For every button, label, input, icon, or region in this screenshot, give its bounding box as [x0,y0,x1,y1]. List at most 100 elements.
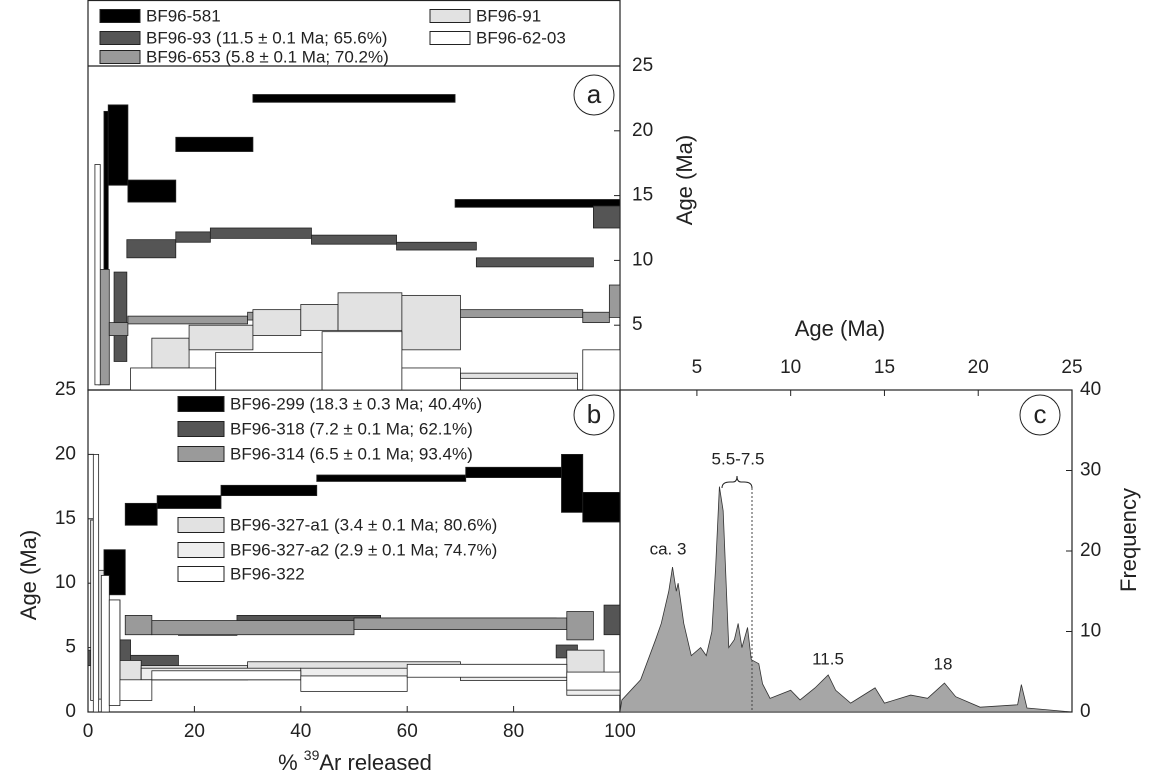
age-step [188,324,254,351]
age-step [175,136,254,152]
x-tick-label: 5 [692,357,703,378]
x-tick-label: 80 [503,721,524,742]
y-tick-label: 10 [1080,621,1101,642]
y-tick-label: 0 [65,701,76,722]
age-step [300,304,339,331]
annotation: 11.5 [812,649,844,668]
age-step [130,367,217,391]
legend-swatch [429,31,471,45]
y-tick-label: 15 [55,508,76,529]
x-axis-label: Age (Ma) [795,316,885,341]
y-tick-label: 10 [55,572,76,593]
x-tick-label: 15 [874,357,895,378]
age-step [252,309,302,336]
y-tick-label: 10 [632,249,653,270]
age-step [396,241,477,251]
legend-swatch [177,446,225,462]
y-tick-label: 25 [632,55,653,76]
x-axis-label: % 39Ar released [278,747,432,775]
y-axis-label: Age (Ma) [16,530,41,620]
legend-label: BF96-322 [230,564,305,583]
panel-label: b [587,399,601,429]
age-step [127,315,248,325]
age-step [107,104,129,186]
age-step [108,599,121,706]
legend-swatch [177,421,225,437]
x-tick-label: 100 [604,721,636,742]
marks: 5 10 15 20 25 BF96-581 BF96-93 (11.5 ± 0.1 Ma;… [55,6,1101,742]
age-step [465,466,562,478]
legend-swatch [99,9,141,23]
x-tick-label: 20 [184,721,205,742]
legend-label: BF96-653 (5.8 ± 0.1 Ma; 70.2%) [146,47,389,66]
age-step [459,377,578,391]
x-tick-label: 25 [1061,357,1082,378]
age-step [215,352,323,391]
y-tick-label: 5 [632,314,643,335]
age-step [337,292,403,331]
age-step [300,675,408,692]
y-tick-label: 30 [1080,460,1101,481]
annotation: 18 [934,654,953,673]
x-tick-label: 20 [968,357,989,378]
age-step [316,474,467,482]
age-step [108,322,129,336]
x-tick-label: 10 [780,357,801,378]
panel-label: c [1034,399,1047,429]
legend-label: BF96-93 (11.5 ± 0.1 Ma; 65.6%) [146,28,387,47]
y-tick-label: 25 [55,379,76,400]
x-label-suffix: Ar released [319,750,432,775]
age-step [311,234,397,245]
legend-label: BF96-327-a1 (3.4 ± 0.1 Ma; 80.6%) [230,515,497,534]
age-step [401,294,461,351]
age-step [94,164,101,386]
legend-swatch [99,31,141,45]
legend-label: BF96-91 [476,6,541,25]
age-step [209,227,312,239]
age-step [566,611,594,641]
age-step [252,94,456,103]
legend-swatch [99,50,141,64]
age-step [593,205,621,229]
annotation: 5.5-7.5 [712,449,765,468]
age-step [561,453,584,513]
age-step [566,671,621,691]
age-step [475,257,594,268]
age-step [92,453,100,713]
legend-swatch [177,566,225,582]
age-step [175,231,211,243]
age-step [151,620,355,636]
x-tick-label: 60 [397,721,418,742]
age-step [321,331,403,391]
age-step [401,367,461,391]
age-step [126,239,177,259]
panel-label: a [587,79,602,109]
age-step [406,663,568,678]
annotation: ca. 3 [650,539,687,558]
y-axis-label: Age (Ma) [672,135,697,225]
x-tick-label: 40 [290,721,311,742]
age-step [608,284,621,318]
age-step [353,617,568,630]
legend-swatch [177,542,225,558]
y-tick-label: 20 [1080,540,1101,561]
age-step [220,484,318,497]
panel-label-circle [1019,394,1061,436]
legend-swatch [177,517,225,533]
age-step [582,349,621,391]
y-tick-label: 20 [55,443,76,464]
x-label-prefix: % [278,750,304,775]
age-step [127,179,177,203]
range-brace [721,475,753,489]
legend-label: BF96-327-a2 (2.9 ± 0.1 Ma; 74.7%) [230,540,497,559]
legend-label: BF96-62-03 [476,28,566,47]
panel-label-circle [573,74,615,116]
legend-label: BF96-299 (18.3 ± 0.3 Ma; 40.4%) [230,394,482,413]
age-step [151,670,302,681]
age-step [582,491,621,523]
x-tick-label: 0 [83,721,94,742]
y-tick-label: 15 [632,185,653,206]
x-label-superscript: 39 [304,747,320,763]
